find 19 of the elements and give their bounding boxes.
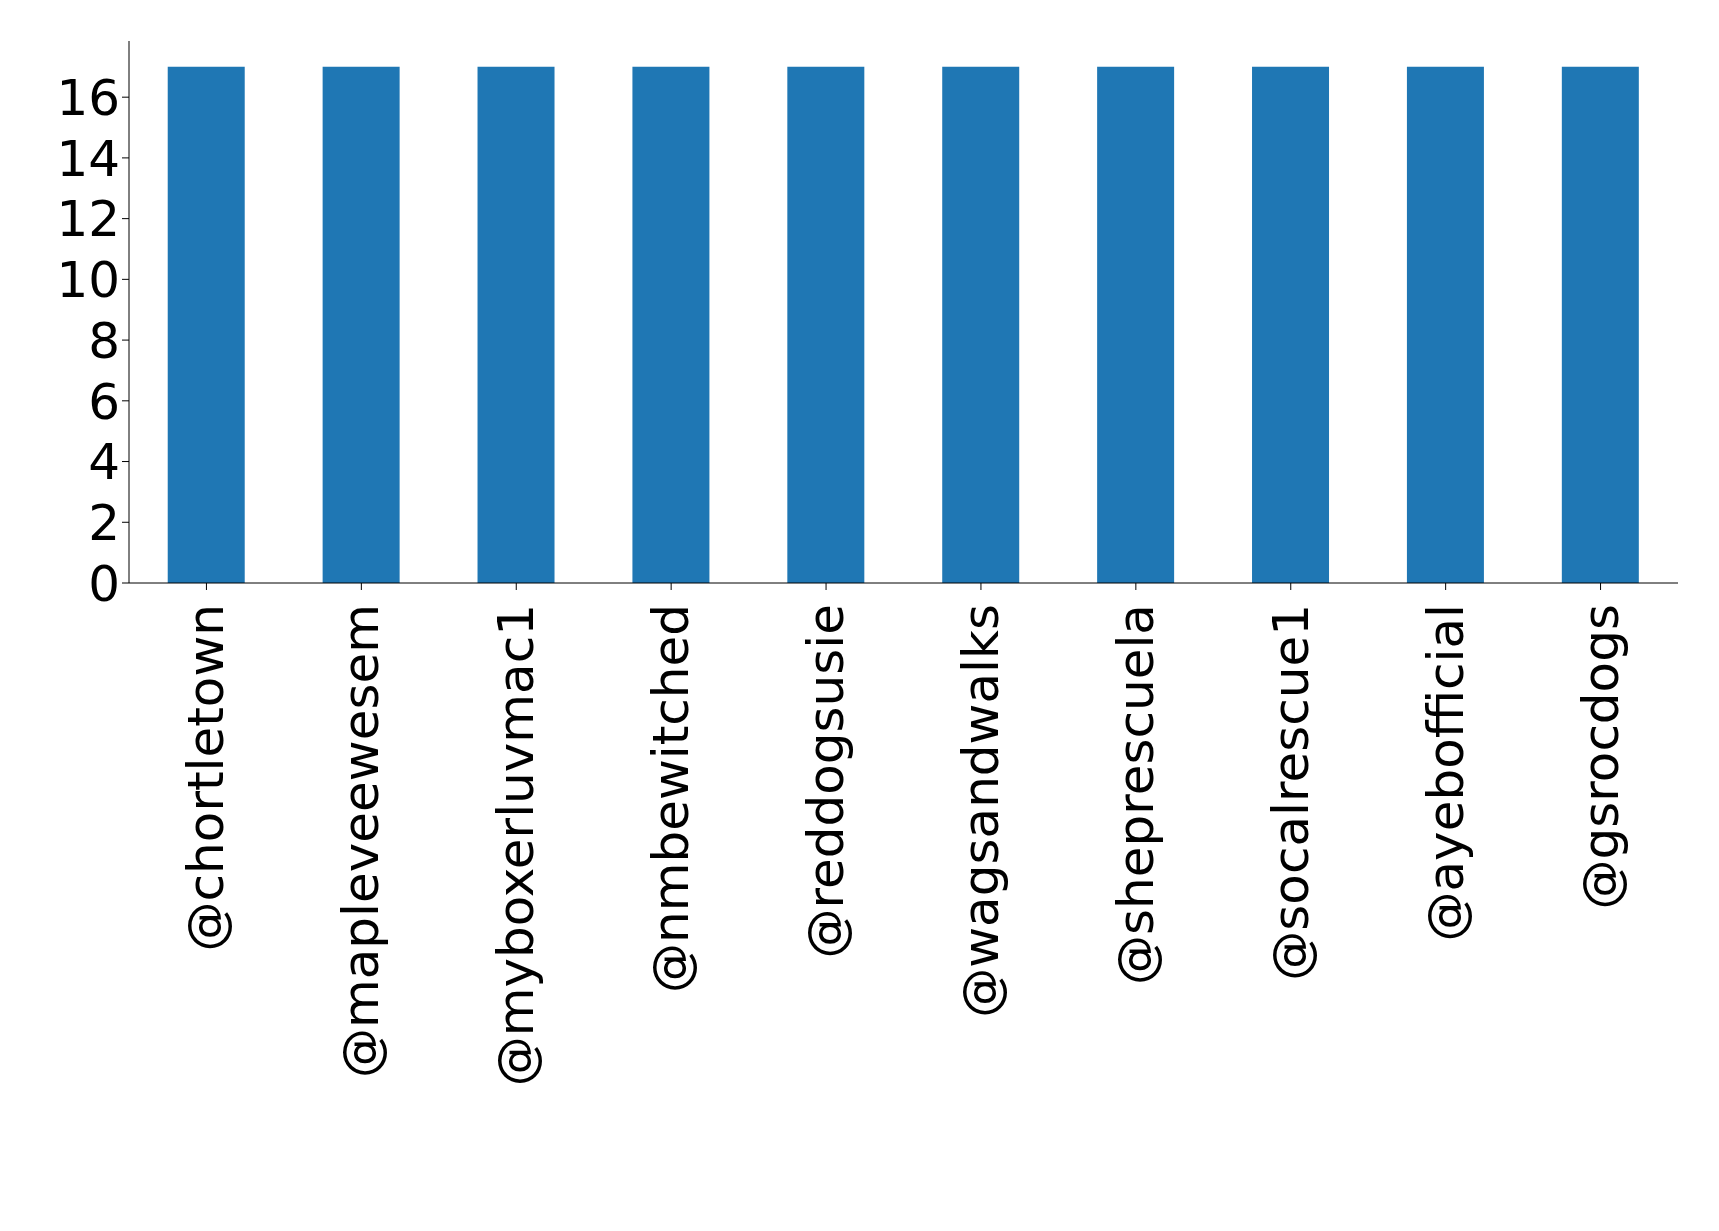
x-tick-label: @gsrocdogs: [1571, 604, 1630, 910]
x-tick-label: @myboxerluvmac1: [487, 604, 546, 1087]
y-tick-label: 10: [56, 251, 120, 310]
x-tick-label: @wagsandwalks: [951, 604, 1010, 1018]
y-tick-label: 2: [88, 494, 120, 553]
y-tick-label: 8: [88, 311, 120, 370]
y-tick-label: 12: [56, 190, 120, 249]
x-tick-label: @mapleveewesem: [332, 604, 391, 1079]
x-tick-label: @nmbewitched: [642, 604, 701, 993]
x-tick-label: @ayebofficial: [1416, 604, 1475, 942]
y-tick-label: 0: [88, 554, 120, 613]
y-tick-label: 4: [88, 433, 120, 492]
x-tick-label: @sheprescuela: [1106, 604, 1165, 985]
y-tick-label: 14: [56, 129, 120, 188]
x-tick-label: @socalrescue1: [1261, 604, 1320, 981]
y-tick-label: 16: [56, 68, 120, 127]
x-tick-label: @chortletown: [177, 604, 236, 952]
y-tick-label: 6: [88, 372, 120, 431]
x-tick-label: @reddogsusie: [797, 604, 856, 959]
